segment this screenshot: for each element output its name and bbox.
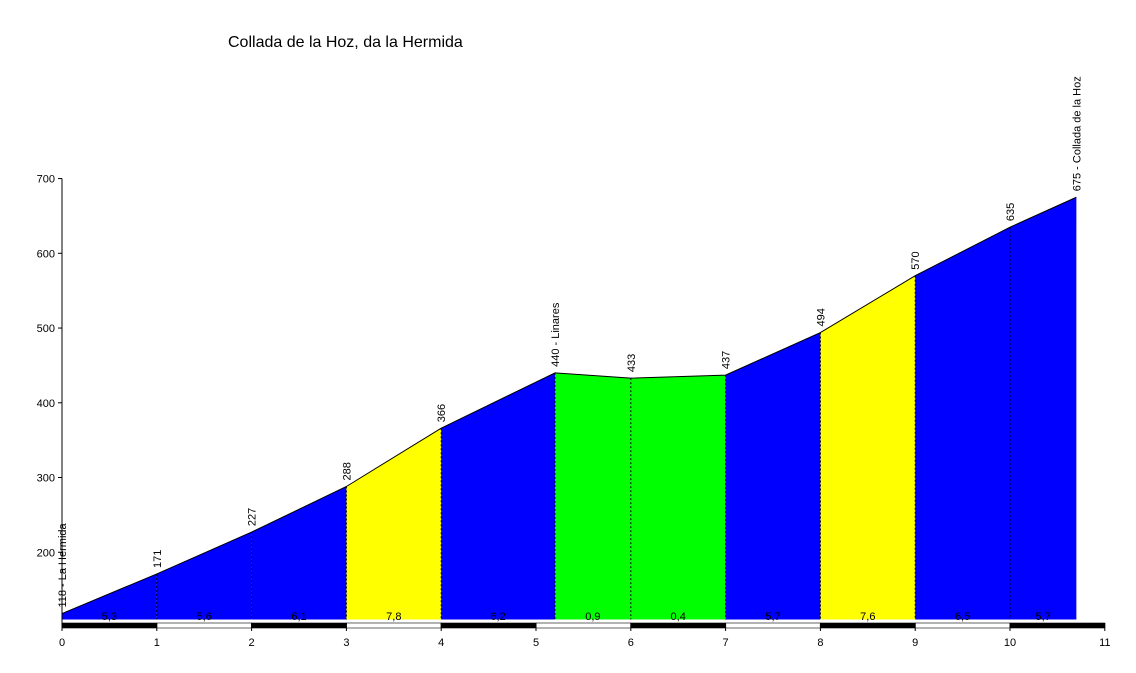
distance-bar-cell xyxy=(914,622,1011,629)
x-tick-label: 8 xyxy=(817,637,823,649)
elevation-label: 570 xyxy=(910,251,922,269)
segment-gradient-label: 7,8 xyxy=(386,611,401,623)
segment-area xyxy=(346,428,442,620)
x-tick-label: 4 xyxy=(438,637,444,649)
segment-gradient-label: 5,3 xyxy=(102,611,117,623)
elevation-label: 227 xyxy=(247,508,259,526)
segment-area xyxy=(441,372,555,620)
elevation-label: 635 xyxy=(1005,203,1017,221)
chart-title: Collada de la Hoz, da la Hermida xyxy=(228,34,463,51)
elevation-label: 433 xyxy=(626,354,638,372)
y-tick-label: 400 xyxy=(37,398,55,410)
x-tick-label: 2 xyxy=(249,637,255,649)
distance-bar-cell xyxy=(440,622,537,629)
segment-gradient-label: 5,7 xyxy=(765,611,780,623)
elevation-label: 118 - La Hermida xyxy=(57,522,69,607)
segment-area xyxy=(725,332,821,620)
segment-area xyxy=(62,573,157,620)
segment-area xyxy=(915,227,1010,620)
distance-bar-cell xyxy=(630,622,726,629)
elevation-label: 440 - Linares xyxy=(550,302,562,367)
elevation-label: 171 xyxy=(152,550,164,568)
segment-gradient-label: 6,2 xyxy=(490,611,505,623)
segment-area xyxy=(630,375,726,620)
x-tick-label: 1 xyxy=(154,637,160,649)
y-tick-label: 200 xyxy=(37,547,55,559)
profile-line xyxy=(61,196,1077,615)
elevation-label: 675 - Collada de la Hoz xyxy=(1071,76,1083,191)
elevation-label: 288 xyxy=(341,462,353,480)
segment-area xyxy=(251,486,347,620)
segment-area xyxy=(1010,197,1077,620)
x-tick-label: 0 xyxy=(59,637,65,649)
distance-bar-cell xyxy=(346,622,442,629)
x-tick-label: 9 xyxy=(912,637,918,649)
distance-bar-cell xyxy=(251,622,347,629)
x-tick-label: 10 xyxy=(1004,637,1016,649)
y-tick-label: 600 xyxy=(37,248,55,260)
segment-gradient-label: 6,5 xyxy=(955,611,970,623)
segment-area xyxy=(156,532,252,620)
segment-area xyxy=(820,275,916,620)
elevation-label: 437 xyxy=(721,351,733,369)
segment-gradient-label: 0,4 xyxy=(671,611,686,623)
elevation-label: 494 xyxy=(815,308,827,326)
segment-gradient-label: 5,6 xyxy=(197,611,212,623)
x-tick-label: 3 xyxy=(343,637,349,649)
x-tick-label: 7 xyxy=(723,637,729,649)
y-tick-label: 300 xyxy=(37,473,55,485)
distance-bar-cell xyxy=(535,622,632,629)
elevation-label: 366 xyxy=(436,404,448,422)
segment-gradient-label: 7,6 xyxy=(860,611,875,623)
distance-bar-cell xyxy=(156,622,252,629)
segment-gradient-label: 0,9 xyxy=(585,611,600,623)
segment-gradient-label: 6,1 xyxy=(291,611,306,623)
distance-bar-cell xyxy=(1009,622,1106,629)
y-tick-label: 700 xyxy=(37,174,55,186)
distance-bar-cell xyxy=(725,622,821,629)
distance-bar-cell xyxy=(61,622,158,629)
distance-bar-cell xyxy=(820,622,916,629)
segment-area xyxy=(554,372,631,620)
x-tick-label: 5 xyxy=(533,637,539,649)
x-tick-label: 11 xyxy=(1099,637,1110,649)
x-tick-label: 6 xyxy=(628,637,634,649)
segment-gradient-label: 5,7 xyxy=(1036,611,1051,623)
y-tick-label: 500 xyxy=(37,323,55,335)
